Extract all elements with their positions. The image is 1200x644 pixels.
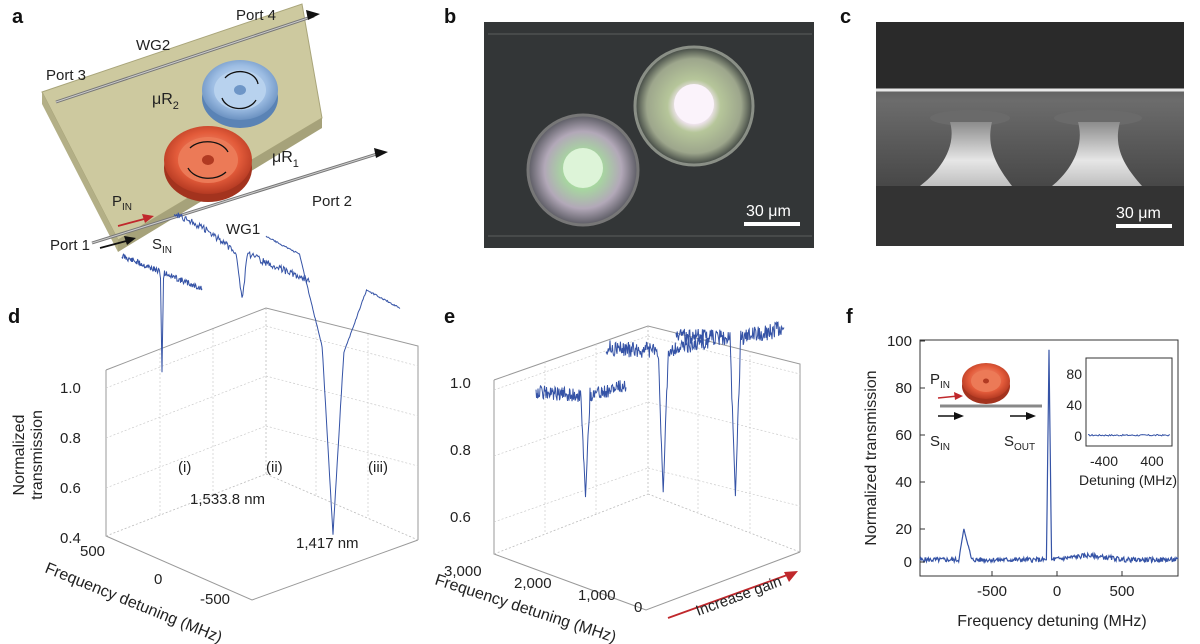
e-xtick-1: 3,000 (444, 563, 482, 580)
f-inset-trace (1088, 433, 1171, 437)
d-annot-wl1: 1,533.8 nm (190, 491, 265, 508)
scalebar-b (744, 222, 800, 226)
f-label-sin: SIN (930, 433, 950, 453)
d-xtick-3: -500 (200, 591, 230, 608)
d-ytick-1: 1.0 (60, 380, 81, 397)
f-inset-series (1088, 433, 1171, 437)
panel-f-trace (919, 349, 1179, 565)
f-schematic: PIN SIN SOUT (930, 363, 1042, 453)
e-ytick-3: 0.6 (450, 509, 471, 526)
f-inset-xtick-400: 400 (1140, 453, 1164, 469)
label-port1: Port 1 (50, 237, 90, 254)
f-inset-xtick-neg400: -400 (1090, 453, 1118, 469)
panel-letter-a: a (12, 6, 24, 28)
panel-d-series-1 (121, 253, 203, 373)
d-ylabel: Normalizedtransmission (11, 410, 46, 500)
panel-d-traces (121, 212, 401, 535)
chip-left-side (42, 92, 118, 252)
d-ytick-3: 0.6 (60, 480, 81, 497)
pedestal-left (920, 110, 1012, 186)
f-ytick-0: 0 (904, 554, 912, 571)
scalebar-label-c: 30 μm (1116, 205, 1161, 222)
d-ytick-4: 0.4 (60, 530, 81, 547)
panel-letter-b: b (444, 6, 457, 28)
label-sin: SIN (152, 236, 172, 256)
label-wg2: WG2 (136, 37, 170, 54)
f-axes-frame (919, 339, 1179, 577)
panel-e-series-2 (605, 333, 711, 493)
f-ytick-80: 80 (895, 380, 912, 397)
f-ylabel: Normalized transmission (863, 370, 880, 545)
f-ytick-40: 40 (895, 474, 912, 491)
d-xtick-2: 0 (154, 571, 162, 588)
label-pin: PIN (112, 193, 132, 213)
panel-e-series-1 (535, 380, 627, 498)
gain-label: Increase gain (694, 573, 784, 620)
panel-letter-f: f (846, 306, 853, 328)
panel-f-series (919, 349, 1179, 565)
d-annot-i: (i) (178, 459, 191, 476)
panel-e-plot: 1.0 0.8 0.6 3,000 2,000 1,000 0 Frequenc… (433, 320, 801, 644)
f-inset-plot: 80 40 0 -400 400 Detuning (MHz) (1066, 357, 1177, 488)
label-ur2: μR2 (152, 91, 179, 112)
port2-arrow (374, 148, 388, 158)
panel-f-plot: 100 80 60 40 20 0 -500 0 500 Frequency d… (863, 333, 1179, 630)
f-inset-xlabel: Detuning (MHz) (1079, 472, 1177, 488)
resonator-blue (202, 60, 278, 128)
sin-arrow (99, 239, 131, 249)
f-ytick-60: 60 (895, 427, 912, 444)
e-ytick-1: 1.0 (450, 375, 471, 392)
f-inset-ytick-40: 40 (1066, 397, 1082, 413)
d-xlabel: Frequency detuning (MHz) (43, 560, 225, 644)
d-ytick-2: 0.8 (60, 430, 81, 447)
panel-d-series-3 (265, 235, 401, 535)
f-label-pin: PIN (930, 371, 950, 391)
panel-letter-c: c (840, 6, 852, 28)
e-xtick-2: 2,000 (514, 575, 552, 592)
panel-letter-e: e (444, 306, 456, 328)
d-xtick-1: 500 (80, 543, 105, 560)
f-xtick-neg500: -500 (977, 583, 1007, 600)
label-port2: Port 2 (312, 193, 352, 210)
f-ytick-20: 20 (895, 521, 912, 538)
label-port3: Port 3 (46, 67, 86, 84)
panel-a: Port 4 WG2 Port 3 μR2 μR1 Port 2 PIN WG1… (41, 3, 388, 256)
scalebar-label-b: 30 μm (746, 203, 791, 220)
panel-letter-d: d (8, 306, 21, 328)
panel-c-micrograph: 30 μm (876, 22, 1184, 246)
f-inset-ytick-80: 80 (1066, 366, 1082, 382)
f-xtick-500: 500 (1109, 583, 1134, 600)
e-ytick-2: 0.8 (450, 442, 471, 459)
d-annot-iii: (iii) (368, 459, 388, 476)
pedestal-right (1052, 110, 1142, 186)
f-inset-ytick-0: 0 (1074, 428, 1082, 444)
label-ur1: μR1 (272, 149, 299, 170)
port4-arrow (306, 10, 320, 20)
f-xlabel: Frequency detuning (MHz) (957, 613, 1146, 630)
panel-e-series-3 (675, 320, 785, 497)
panel-d-series-2 (173, 212, 311, 298)
scalebar-c (1116, 224, 1172, 228)
label-port4: Port 4 (236, 7, 276, 24)
f-xtick-0: 0 (1053, 583, 1061, 600)
f-label-sout: SOUT (1004, 433, 1035, 453)
gain-arrow (667, 573, 791, 619)
f-ytick-100: 100 (887, 333, 912, 350)
e-xtick-3: 1,000 (578, 587, 616, 604)
e-xtick-4: 0 (634, 599, 642, 616)
resonator-red (164, 126, 252, 202)
pin-arrow (117, 217, 149, 227)
panel-b-micrograph: 30 μm (484, 22, 814, 248)
d-annot-wl2: 1,417 nm (296, 535, 359, 552)
d-annot-ii: (ii) (266, 459, 283, 476)
panel-e-traces (535, 320, 785, 498)
panel-d-plot: 1.0 0.8 0.6 0.4 Normalizedtransmission 5… (11, 212, 419, 644)
label-wg1: WG1 (226, 221, 260, 238)
